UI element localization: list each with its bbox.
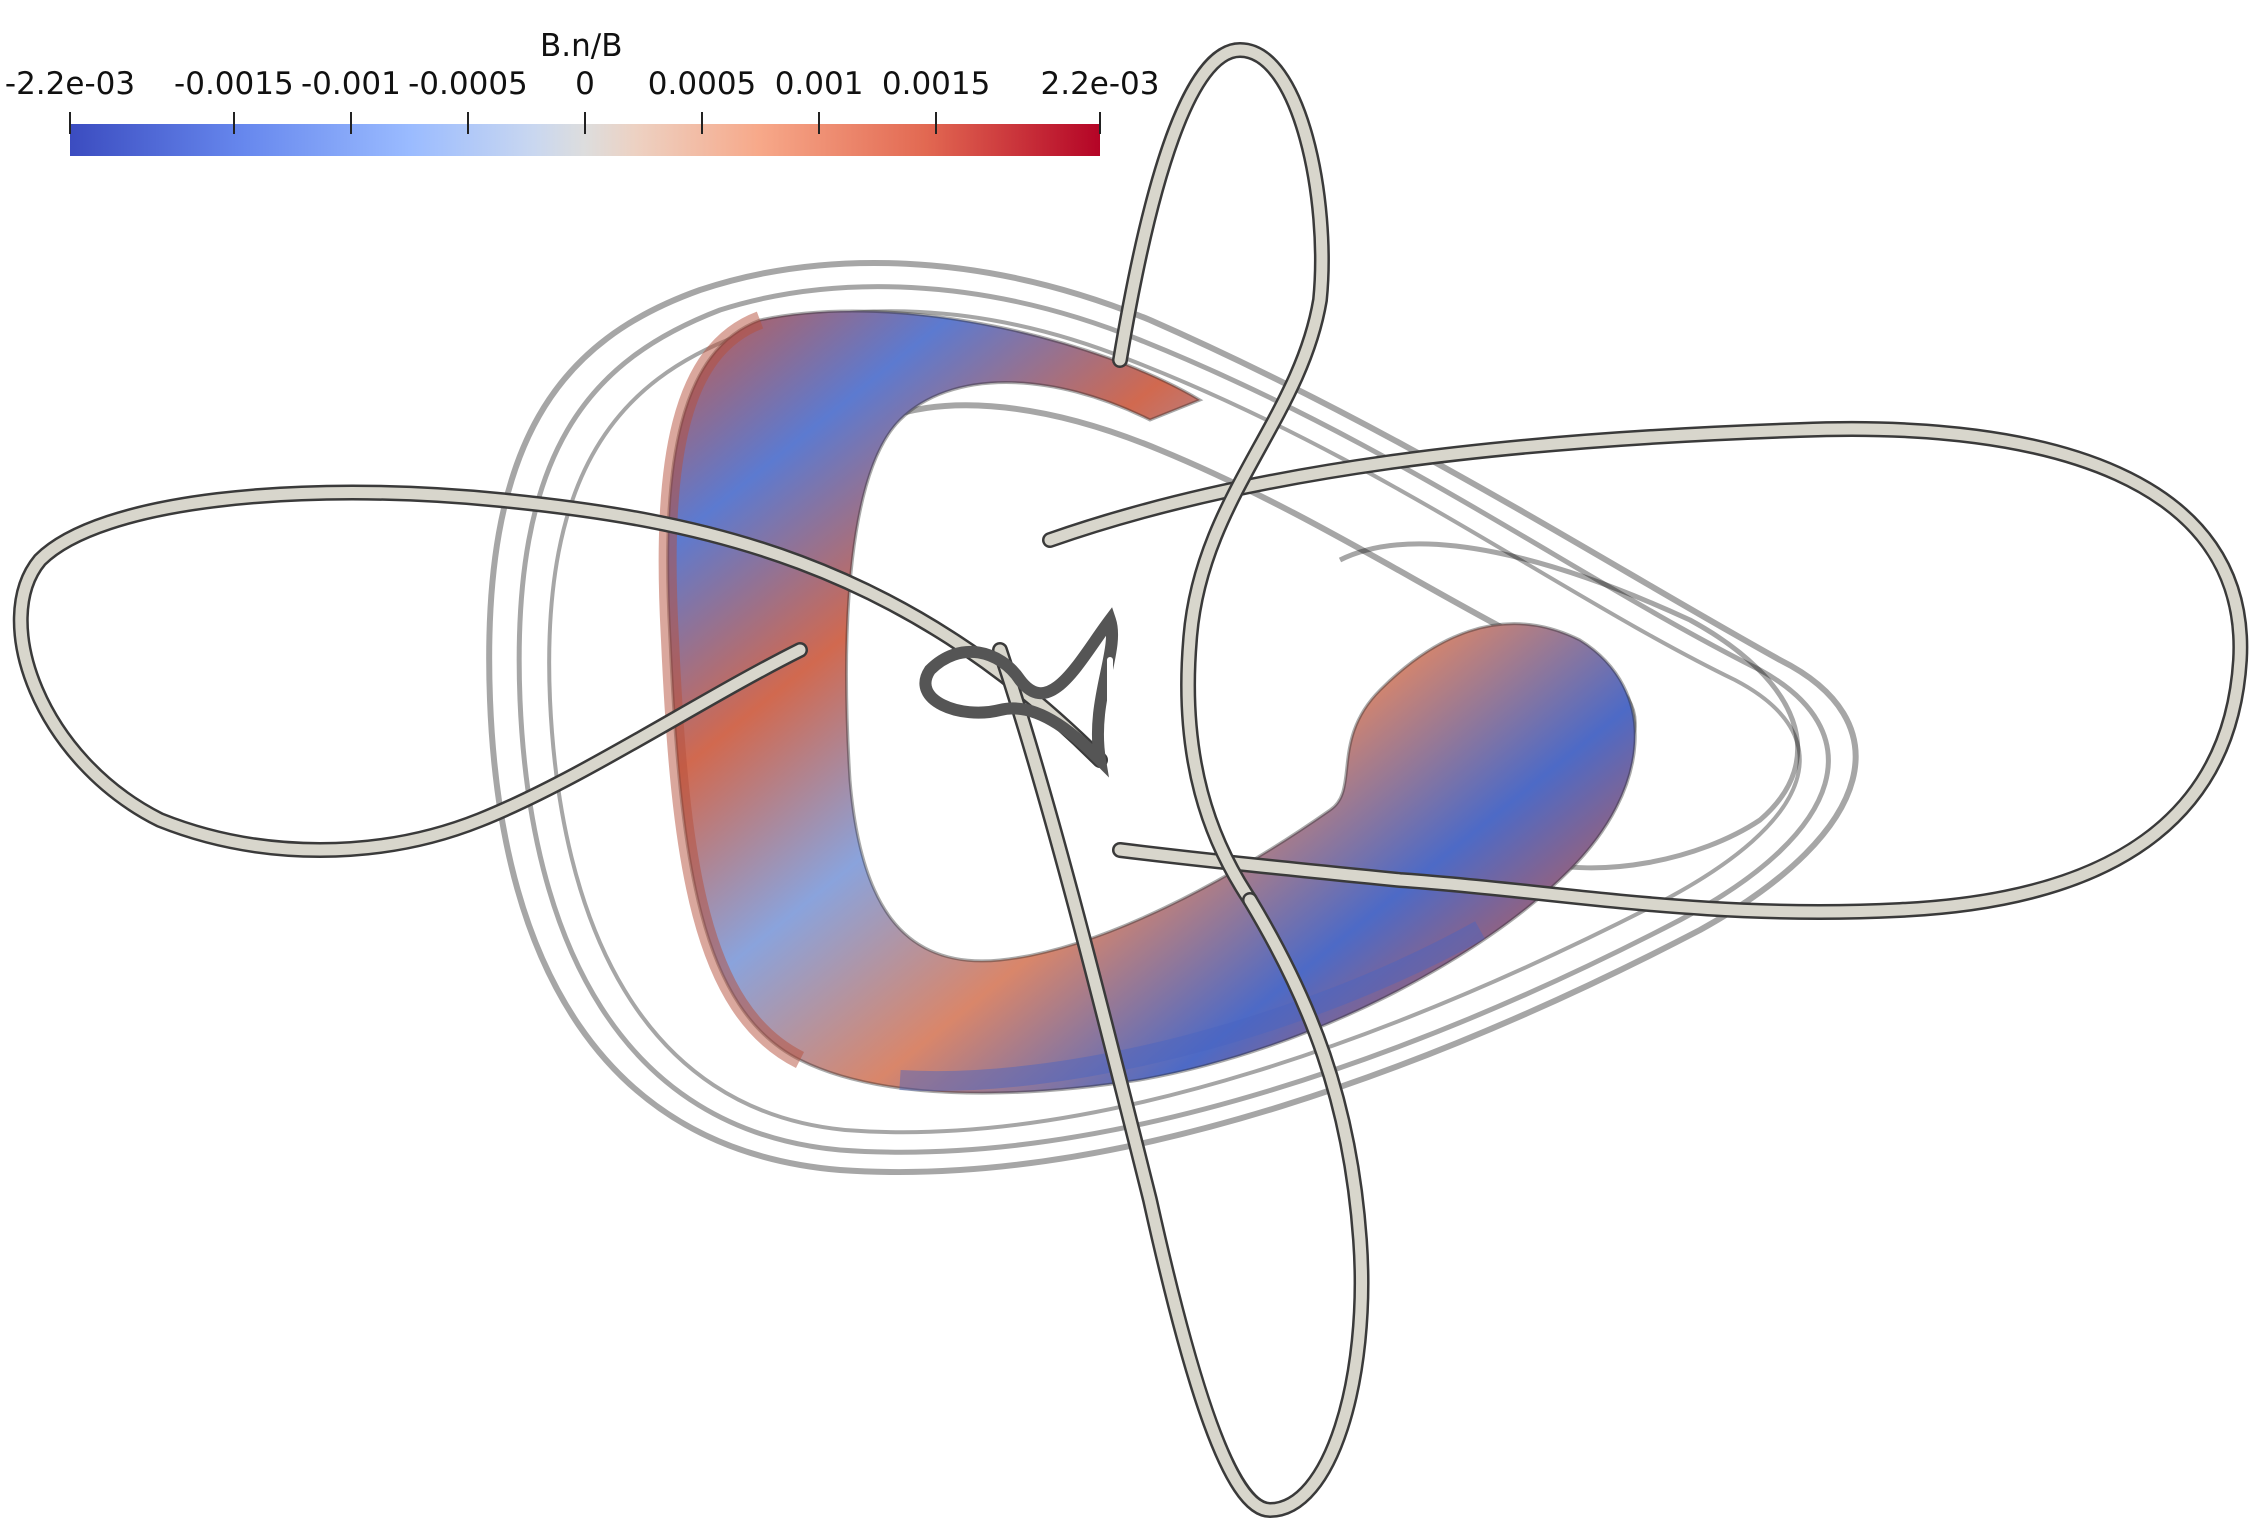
colorbar-tick-mark	[818, 112, 821, 134]
colorbar-legend: B.n/B -2.2e-03 -0.0015 -0.001 -0.0005 0 0.000…	[0, 0, 1200, 170]
colorbar-tick-mark	[584, 112, 586, 134]
colorbar-tick-mark	[466, 112, 469, 134]
colorbar-tick-label: 0.0005	[647, 66, 757, 102]
colorbar-tick-label: 0.001	[774, 66, 864, 102]
colorbar-title: B.n/B	[540, 28, 623, 64]
colorbar-tick-label: 2.2e-03	[1040, 66, 1160, 102]
colorbar-tick-label: -0.001	[300, 66, 401, 102]
colorbar-tick-mark	[349, 112, 352, 134]
colorbar-tick-mark	[69, 112, 71, 134]
plasma-surface	[658, 309, 1637, 1095]
colorbar-tick-label: -0.0015	[174, 66, 294, 102]
colorbar-tick-label: -2.2e-03	[4, 66, 136, 102]
colorbar-tick-label: 0.0015	[881, 66, 991, 102]
coil-center	[919, 607, 1119, 778]
colorbar-tick-label: -0.0005	[408, 66, 528, 102]
coils	[12, 41, 2249, 1519]
colorbar-tick-mark	[701, 112, 704, 134]
colorbar-tick-mark	[232, 112, 235, 134]
colorbar-tick-mark	[1099, 112, 1101, 134]
colorbar-tick-mark	[935, 112, 938, 134]
colorbar-tick-label: 0	[575, 66, 595, 102]
